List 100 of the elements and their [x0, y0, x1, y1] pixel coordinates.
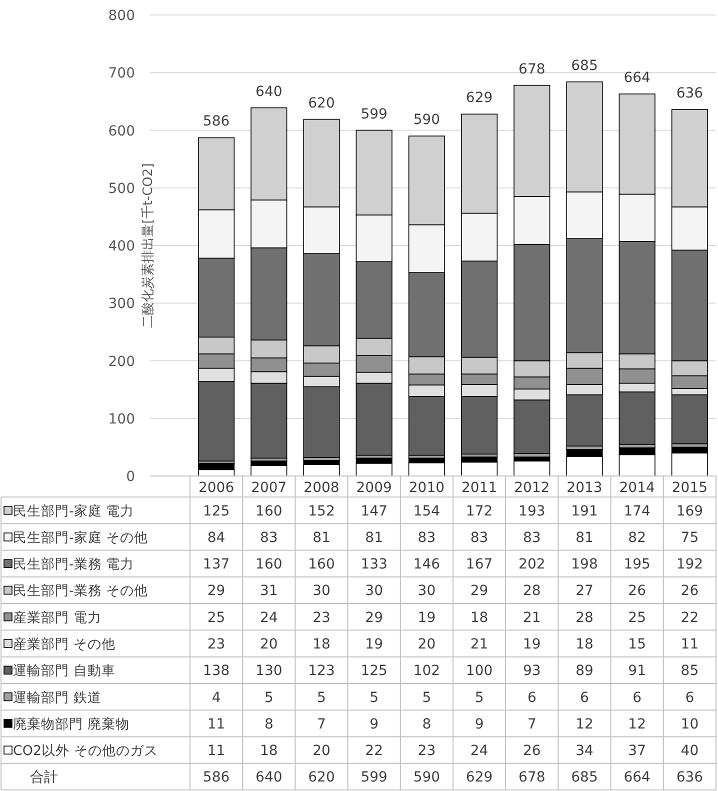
text: 664: [624, 770, 650, 786]
data-label: 192: [676, 556, 704, 573]
x-tick-label: 2007: [251, 480, 287, 496]
data-label: 85: [680, 663, 699, 680]
total-label: 636: [676, 86, 704, 102]
x-tick-label: 2013: [566, 480, 602, 496]
data-label: 102: [413, 663, 440, 680]
data-label: 20: [312, 743, 330, 760]
legend-label: 産業部門 電力: [13, 610, 102, 626]
data-label: 89: [576, 663, 594, 680]
data-label: 91: [628, 663, 646, 680]
data-label: 4: [212, 690, 221, 706]
text: 636: [676, 770, 704, 786]
data-label: 174: [624, 503, 651, 520]
legend-label: CO2以外 その他のガス: [13, 743, 158, 760]
total-label: 599: [360, 106, 388, 122]
y-tick-label: 100: [108, 411, 135, 428]
legend-label: 運輸部門 鉄道: [13, 690, 102, 706]
data-label: 172: [466, 503, 493, 520]
data-label: 83: [522, 530, 541, 546]
data-label: 133: [360, 556, 388, 573]
y-tick-label: 800: [108, 8, 135, 24]
data-label: 198: [571, 556, 598, 573]
data-label: 28: [522, 583, 541, 600]
data-label: 195: [624, 556, 650, 573]
legend-label: 民生部門-家庭 電力: [13, 503, 134, 520]
text: 586: [202, 770, 230, 786]
total-label: 685: [571, 58, 598, 74]
data-label: 26: [522, 743, 541, 760]
text: 629: [466, 770, 493, 786]
data-label: 18: [576, 636, 594, 652]
text: 合計: [30, 770, 58, 786]
x-tick-label: 2009: [356, 480, 392, 496]
text: 685: [571, 770, 598, 786]
data-label: 19: [365, 636, 384, 652]
data-label: 11: [680, 636, 699, 652]
data-label: 27: [576, 583, 594, 600]
data-label: 6: [527, 690, 536, 706]
x-tick-label: 2006: [198, 480, 234, 496]
legend-label: 運輸部門 自動車: [13, 663, 116, 680]
data-label: 30: [365, 583, 384, 600]
data-label: 137: [202, 556, 230, 573]
data-label: 37: [628, 743, 646, 760]
data-label: 5: [422, 690, 432, 706]
data-label: 193: [518, 503, 546, 520]
x-tick-label: 2010: [408, 480, 445, 496]
x-tick-label: 2011: [461, 480, 498, 496]
data-label: 123: [308, 663, 335, 680]
data-label: 160: [308, 556, 335, 573]
x-tick-label: 2012: [514, 480, 550, 496]
data-label: 75: [680, 530, 699, 546]
data-label: 81: [312, 530, 330, 546]
total-label: 640: [256, 84, 282, 100]
data-label: 160: [256, 503, 282, 520]
y-tick-label: 400: [108, 238, 135, 254]
x-tick-label: 2008: [304, 480, 340, 496]
data-label: 147: [360, 503, 388, 520]
data-label: 18: [260, 743, 278, 760]
data-label: 18: [312, 636, 330, 652]
data-label: 10: [680, 716, 699, 732]
data-label: 24: [470, 743, 488, 760]
data-label: 29: [365, 610, 384, 626]
data-label: 7: [527, 716, 536, 732]
data-label: 5: [474, 690, 484, 706]
data-label: 6: [580, 690, 590, 706]
text: 590: [413, 770, 440, 786]
data-label: 22: [365, 743, 384, 760]
data-label: 82: [628, 530, 646, 546]
data-label: 23: [418, 743, 436, 760]
data-label: 29: [470, 583, 488, 600]
data-label: 29: [207, 583, 226, 600]
data-label: 24: [260, 610, 278, 626]
text: 640: [256, 770, 282, 786]
data-label: 26: [680, 583, 699, 600]
y-tick-label: 500: [108, 180, 135, 197]
y-tick-label: 300: [108, 296, 135, 312]
data-label: 7: [317, 716, 326, 732]
data-label: 9: [474, 716, 484, 732]
legend-label: 産業部門 その他: [13, 636, 116, 652]
data-label: 26: [628, 583, 646, 600]
data-label: 12: [628, 716, 646, 732]
data-label: 5: [264, 690, 274, 706]
x-tick-label: 2015: [672, 480, 708, 496]
legend-label: 廃棄物部門 廃棄物: [13, 716, 130, 732]
data-label: 154: [413, 503, 440, 520]
data-label: 81: [576, 530, 594, 546]
data-label: 31: [260, 583, 278, 600]
data-label: 83: [470, 530, 488, 546]
legend-label: 民生部門-家庭 その他: [13, 530, 148, 546]
data-label: 8: [264, 716, 274, 732]
total-label: 586: [202, 114, 230, 130]
text: 599: [360, 770, 388, 786]
data-label: 191: [571, 503, 598, 520]
data-label: 93: [522, 663, 541, 680]
x-tick-label: 2014: [619, 480, 655, 496]
data-label: 28: [576, 610, 594, 626]
data-label: 125: [202, 503, 230, 520]
data-label: 15: [628, 636, 646, 652]
data-label: 160: [256, 556, 282, 573]
data-label: 152: [308, 503, 335, 520]
